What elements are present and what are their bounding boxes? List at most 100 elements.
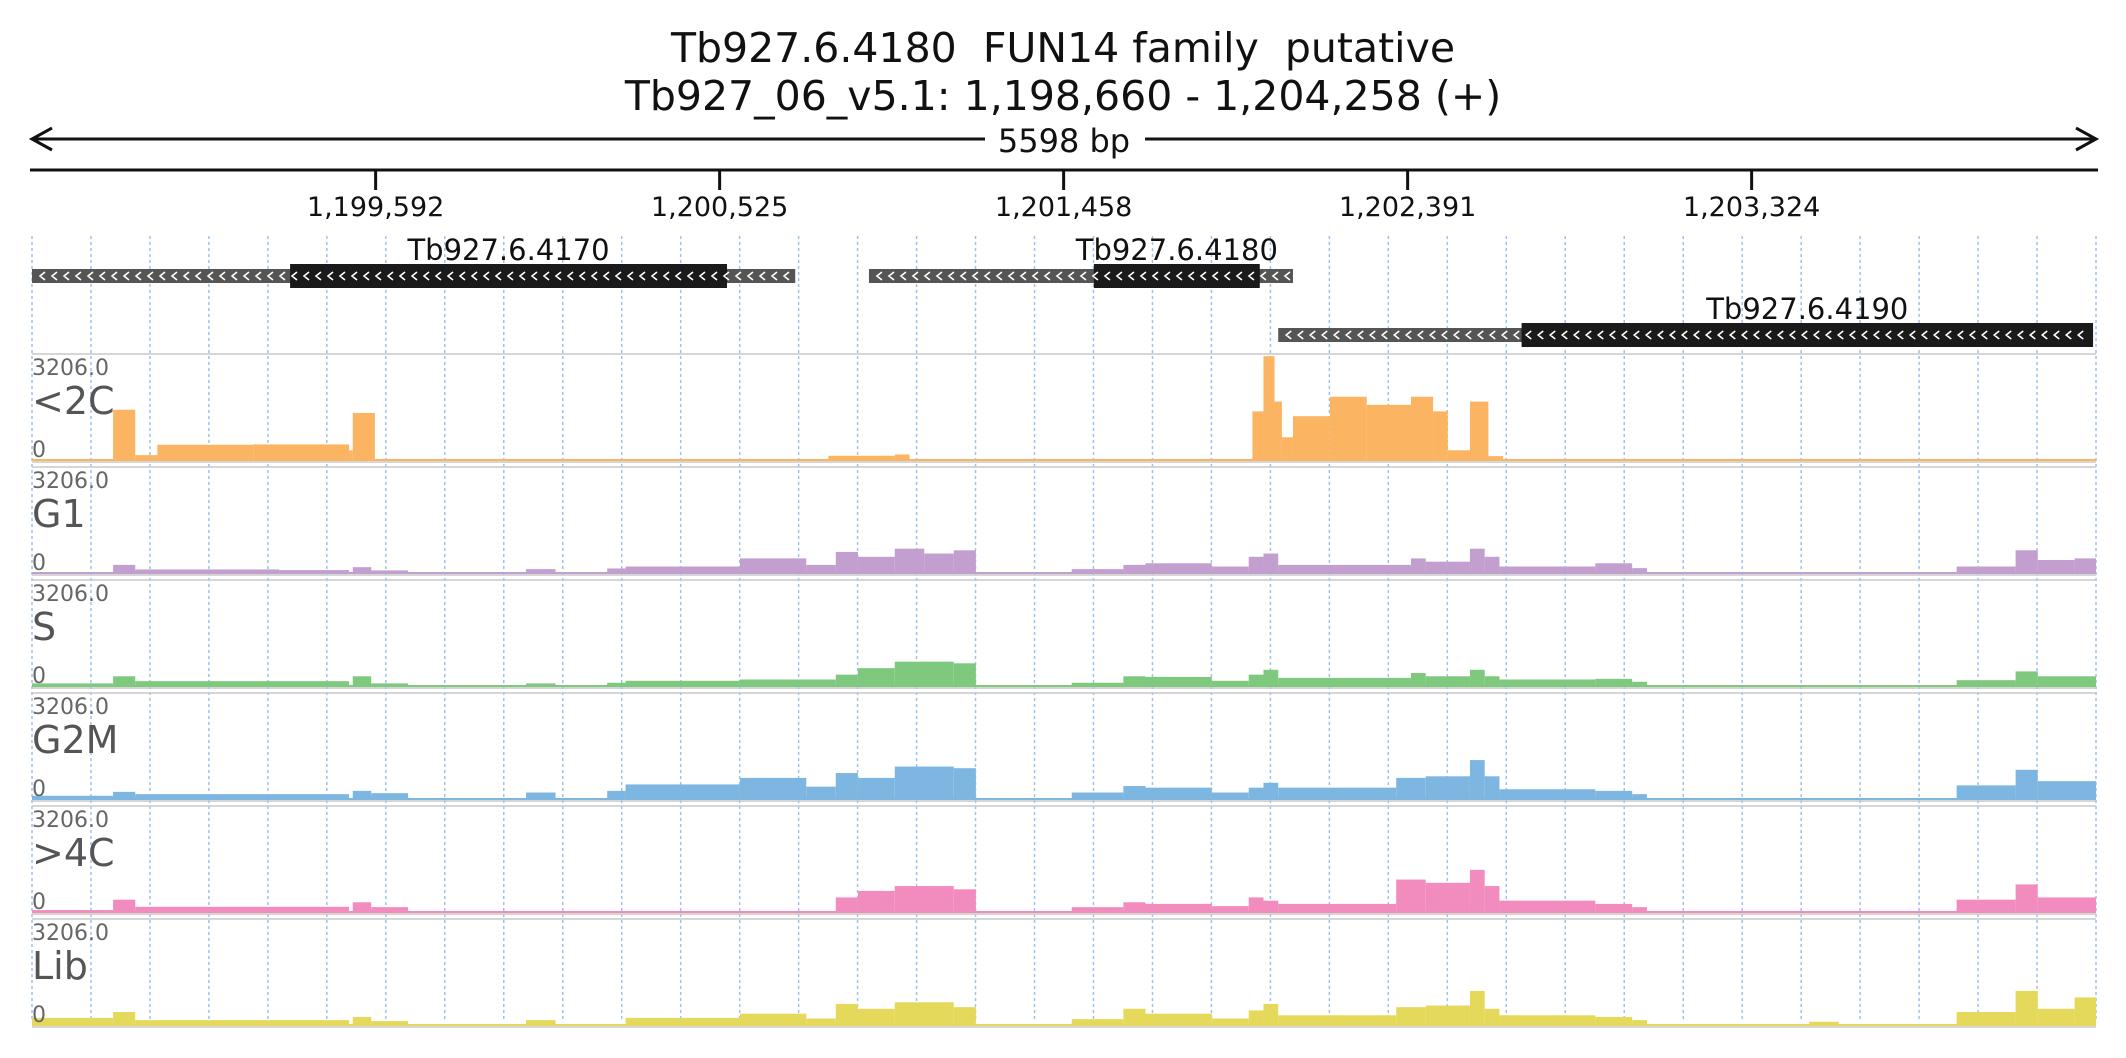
coverage-bar xyxy=(894,548,925,573)
track-max-label: 3206.0 xyxy=(32,921,109,946)
coverage-bar xyxy=(1263,782,1279,799)
strand-arrow-icon xyxy=(1284,330,2084,340)
track-name-label: G1 xyxy=(32,492,86,536)
coverage-bar xyxy=(1248,674,1264,686)
span-length-label: 5598 bp xyxy=(998,122,1130,160)
coverage-bar xyxy=(1278,564,1411,573)
coverage-bar xyxy=(806,786,836,799)
track-name-label: >4C xyxy=(32,831,115,875)
coverage-bar xyxy=(1396,879,1426,912)
coverage-bar xyxy=(1425,1005,1470,1025)
coverage-bar xyxy=(1211,792,1249,799)
coverage-bar xyxy=(1071,907,1124,912)
gene-model: Tb927.6.4190 xyxy=(1278,292,2094,347)
coverage-bar xyxy=(1499,679,1596,686)
coverage-bar xyxy=(349,450,353,460)
coverage-bar xyxy=(2037,560,2075,573)
coverage-bar xyxy=(1469,760,1485,799)
gene-label: Tb927.6.4190 xyxy=(1705,292,1908,326)
coverage-bar xyxy=(1595,563,1633,573)
coverage-track: 3206.0 0 <2C xyxy=(32,353,2096,463)
track-max-label: 3206.0 xyxy=(32,356,109,381)
ruler-tick-label: 1,200,525 xyxy=(651,192,788,223)
coverage-bar xyxy=(835,773,858,799)
coverage-track: 3206.0 0 G2M xyxy=(32,692,2096,802)
track-max-label: 3206.0 xyxy=(32,582,109,607)
coverage-bar xyxy=(1632,568,1647,573)
coverage-bar xyxy=(1263,553,1279,573)
coverage-bar xyxy=(835,897,858,912)
coverage-bar xyxy=(371,793,409,799)
coverage-bar xyxy=(526,792,556,799)
gene-cds xyxy=(1521,323,2094,347)
coverage-bar xyxy=(1425,561,1470,573)
coverage-bar xyxy=(924,553,954,573)
coverage-bar xyxy=(1425,676,1470,686)
coverage-bar xyxy=(1499,789,1596,799)
ruler-tick-label: 1,201,458 xyxy=(995,192,1132,223)
coverage-bar xyxy=(857,668,895,686)
coverage-bar xyxy=(371,570,409,573)
coverage-track: 3206.0 0 Lib xyxy=(32,918,2096,1028)
ruler-tick-label: 1,203,324 xyxy=(1683,192,1820,223)
coverage-bar xyxy=(1278,1015,1397,1025)
coverage-bar xyxy=(1956,566,2016,573)
coverage-bar xyxy=(1425,882,1470,912)
coverage-bar xyxy=(1488,456,1504,460)
track-max-label: 3206.0 xyxy=(32,469,109,494)
track-name-label: Lib xyxy=(32,944,88,988)
coverage-bar xyxy=(2015,550,2038,573)
coverage-bar xyxy=(835,674,858,686)
coverage-bar xyxy=(1433,411,1448,460)
coverage-bar xyxy=(1211,680,1249,686)
coverage-bar xyxy=(894,661,954,686)
coverage-bar xyxy=(1145,787,1212,799)
track-min-label: 0 xyxy=(32,1003,46,1028)
ruler-tick-label: 1,199,592 xyxy=(307,192,444,223)
track-min-label: 0 xyxy=(32,438,46,463)
coverage-bar xyxy=(2074,558,2096,573)
coverage-bar xyxy=(1145,676,1212,686)
coverage-bar xyxy=(1329,396,1367,460)
coverage-bar xyxy=(113,899,136,912)
coverage-bar xyxy=(806,1018,836,1025)
coverage-bar xyxy=(857,556,895,573)
coverage-bar xyxy=(1956,680,2016,686)
strand-arrow-icon xyxy=(38,271,790,281)
coverage-bar xyxy=(739,777,807,799)
coverage-bar xyxy=(1248,787,1264,799)
coverage-bar xyxy=(1071,792,1124,799)
ruler-tick-label: 1,202,391 xyxy=(1339,192,1476,223)
coverage-bar xyxy=(2037,676,2096,686)
gene-label: Tb927.6.4170 xyxy=(406,233,609,267)
coverage-bar xyxy=(1956,899,2016,912)
coverage-bar xyxy=(113,564,136,573)
coverage-bar xyxy=(1071,1019,1124,1025)
coverage-bar xyxy=(1263,1003,1279,1025)
coverage-bar xyxy=(253,444,350,460)
coverage-bar xyxy=(1595,678,1633,686)
coverage-bar xyxy=(352,790,372,799)
track-max-label: 3206.0 xyxy=(32,808,109,833)
coverage-bar xyxy=(894,1002,954,1025)
coverage-bar xyxy=(953,550,976,573)
coverage-bar xyxy=(32,683,114,686)
coverage-bar xyxy=(1366,404,1411,460)
coverage-bar xyxy=(1410,673,1426,686)
coverage-bar xyxy=(1281,437,1293,460)
coverage-bar xyxy=(894,454,910,460)
coverage-bar xyxy=(1123,1008,1146,1025)
coverage-bar xyxy=(1484,886,1500,912)
coverage-bar xyxy=(113,409,136,460)
track-min-label: 0 xyxy=(32,890,46,915)
coverage-bar xyxy=(113,1012,136,1025)
coverage-bar xyxy=(1248,1010,1264,1025)
coverage-track: 3206.0 0 S xyxy=(32,579,2096,689)
coverage-bar xyxy=(526,683,556,686)
coverage-bar xyxy=(352,412,375,460)
coverage-bar xyxy=(371,1021,409,1025)
coverage-bar xyxy=(1274,401,1282,460)
coverage-bar xyxy=(135,906,350,912)
coverage-bar xyxy=(1410,558,1426,573)
